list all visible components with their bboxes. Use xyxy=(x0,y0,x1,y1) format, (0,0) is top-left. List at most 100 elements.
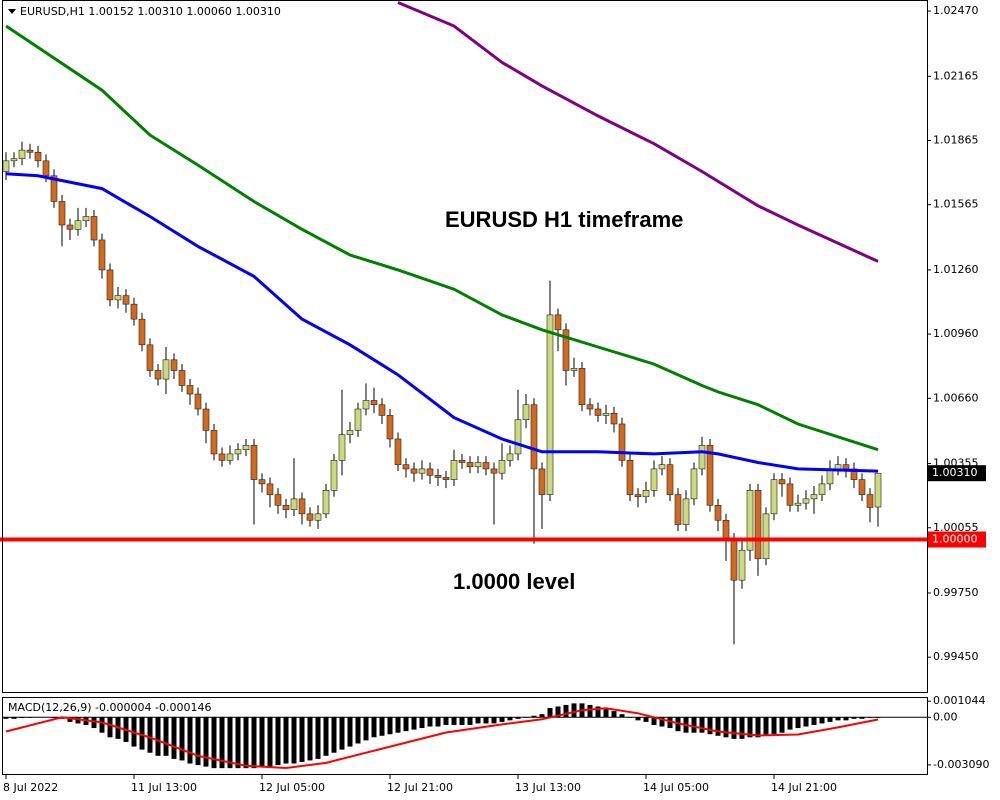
macd-bar xyxy=(155,717,161,756)
macd-bar xyxy=(371,717,377,738)
candle-body xyxy=(802,498,810,504)
candle-body xyxy=(858,479,866,495)
candle-body xyxy=(10,158,18,162)
macd-bar xyxy=(539,714,545,718)
candle-body xyxy=(706,445,714,506)
price-panel: 1.02470 1.02165 1.01865 1.01565 1.01260 1.009… xyxy=(0,1,986,663)
macd-bar xyxy=(403,717,409,732)
candle-body xyxy=(482,462,490,470)
price-tag xyxy=(928,531,986,548)
candle-body xyxy=(594,408,602,416)
macd-bar xyxy=(755,717,761,738)
macd-bar xyxy=(395,717,401,733)
macd-bar xyxy=(27,717,33,718)
candle-body xyxy=(554,314,562,331)
macd-bar xyxy=(771,717,777,735)
macd-bar xyxy=(659,717,665,727)
candle-body xyxy=(346,430,354,435)
macd-bar xyxy=(379,717,385,736)
macd-bar xyxy=(227,717,233,769)
macd-bar xyxy=(171,717,177,759)
price-info: EURUSD,H1 1.00152 1.00310 1.00060 1.0031… xyxy=(20,5,281,18)
candle-body xyxy=(530,404,538,470)
candle-body xyxy=(306,513,314,521)
candle-body xyxy=(746,490,754,551)
candle-body xyxy=(650,468,658,491)
candle-body xyxy=(186,385,194,395)
candle-body xyxy=(578,368,586,406)
candle-body xyxy=(474,462,482,468)
candle-body xyxy=(98,239,106,271)
macd-bar xyxy=(531,715,537,718)
candle-body xyxy=(586,404,594,410)
macd-bar xyxy=(795,717,801,729)
macd-bar xyxy=(203,717,209,767)
candle-body xyxy=(714,504,722,521)
macd-bar xyxy=(355,717,361,744)
macd-bar xyxy=(219,717,225,769)
macd-bar xyxy=(763,717,769,736)
macd-bar xyxy=(563,704,569,718)
macd-bar xyxy=(195,717,201,766)
y-tick-label: 0.99450 xyxy=(933,650,979,663)
y-tick-label: -0.003090 xyxy=(933,758,989,771)
candle-body xyxy=(130,303,138,320)
macd-bar xyxy=(819,717,825,724)
macd-bar xyxy=(811,717,817,725)
candle-body xyxy=(218,453,226,461)
candle-body xyxy=(810,494,818,500)
candle-body xyxy=(754,490,762,560)
macd-bar xyxy=(731,717,737,739)
macd-bar xyxy=(147,717,153,753)
candle-body xyxy=(402,464,410,470)
macd-bar xyxy=(827,717,833,722)
candle-body xyxy=(370,400,378,406)
macd-bar xyxy=(611,711,617,718)
candle-body xyxy=(738,549,746,581)
candle-body xyxy=(314,513,322,521)
macd-bar xyxy=(667,717,673,729)
macd-bar xyxy=(3,717,9,719)
moving-average xyxy=(5,24,879,452)
candle-body xyxy=(170,359,178,371)
macd-bar xyxy=(43,716,49,718)
macd-bar xyxy=(211,717,217,769)
candle-body xyxy=(210,430,218,455)
macd-bar xyxy=(843,717,849,721)
candle-body xyxy=(546,314,554,495)
candle-body xyxy=(498,460,506,474)
candle-body xyxy=(762,513,770,560)
macd-bar xyxy=(867,717,873,718)
macd-bar xyxy=(627,717,633,718)
macd-bar xyxy=(699,717,705,733)
price-tag-label: 1.00000 xyxy=(932,533,978,546)
macd-bar xyxy=(715,717,721,736)
y-tick-label: 1.00960 xyxy=(933,327,979,340)
signal-line xyxy=(5,707,879,770)
x-tick-label: 14 Jul 21:00 xyxy=(771,781,837,794)
macd-bar xyxy=(323,717,329,756)
candle-body xyxy=(394,438,402,465)
menu-triangle xyxy=(8,9,16,14)
macd-bar xyxy=(67,717,73,722)
macd-bar xyxy=(387,717,393,735)
candle-body xyxy=(178,370,186,386)
candle-body xyxy=(874,472,882,508)
macd-panel: 0.001044 0.00 -0.003090 xyxy=(3,694,989,771)
candle-body xyxy=(818,483,826,495)
candle-body xyxy=(194,393,202,410)
candle-body xyxy=(298,498,306,515)
macd-bar xyxy=(507,717,513,721)
candle-body xyxy=(362,400,370,410)
macd-bar xyxy=(859,717,865,719)
macd-bar xyxy=(491,717,497,724)
candle-body xyxy=(562,329,570,371)
x-tick-label: 14 Jul 05:00 xyxy=(643,781,709,794)
candle-body xyxy=(602,412,610,416)
candle-body xyxy=(658,464,666,470)
candle-body xyxy=(18,149,26,159)
macd-bar xyxy=(307,717,313,761)
candle-body xyxy=(2,160,10,172)
candle-body xyxy=(322,490,330,515)
macd-bar xyxy=(339,717,345,750)
